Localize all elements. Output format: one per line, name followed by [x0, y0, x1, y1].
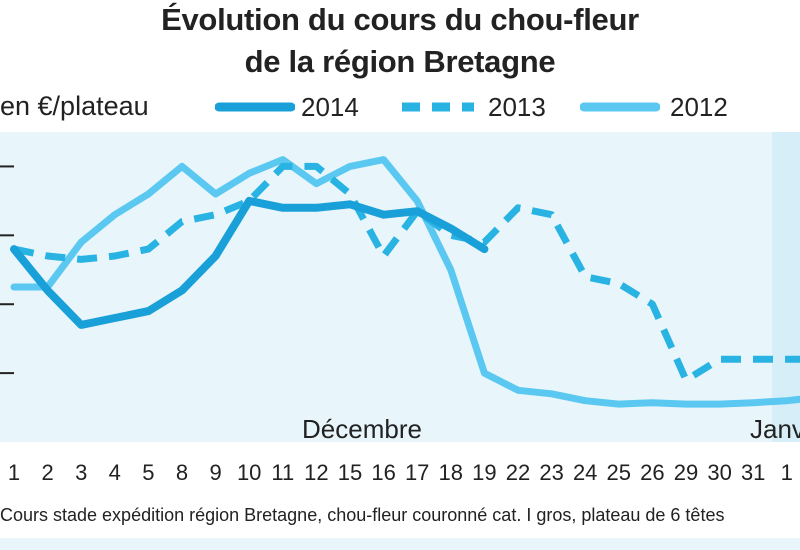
- legend-swatch-2012: [579, 102, 661, 112]
- x-tick-label: 30: [707, 460, 732, 485]
- x-tick-label: 29: [673, 460, 699, 485]
- x-tick-label: 19: [472, 460, 497, 485]
- series-line-2014: [10, 196, 489, 329]
- legend-label-2012: 2012: [670, 92, 728, 122]
- legend-item-2012: 2012: [579, 92, 728, 122]
- x-tick-label: 23: [539, 460, 564, 485]
- january-shade: [772, 132, 800, 442]
- legend-label-2014: 2014: [301, 92, 359, 122]
- x-tick-label: 5: [142, 460, 155, 485]
- x-tick-label: 1: [780, 460, 793, 485]
- x-tick-label: 22: [505, 460, 531, 485]
- chart-plot-area: [0, 132, 800, 442]
- series-line-2013: [13, 162, 800, 384]
- chart-footnote: Cours stade expédition région Bretagne, …: [0, 505, 725, 525]
- bottom-band: [0, 538, 800, 550]
- x-tick-label: 11: [271, 460, 295, 485]
- x-tick-label: 18: [438, 460, 464, 485]
- legend-swatch-2013: [402, 102, 474, 112]
- series-line-2012: [10, 156, 800, 408]
- x-tick-label: 4: [108, 460, 121, 485]
- month-label-december: Décembre: [302, 414, 422, 444]
- x-tick-label: 2: [41, 460, 54, 485]
- y-axis-unit-label: en €/plateau: [0, 91, 149, 121]
- chart-title-line-2: de la région Bretagne: [244, 44, 556, 79]
- x-tick-label: 1: [7, 460, 21, 485]
- x-tick-label: 3: [75, 460, 88, 485]
- x-tick-label: 8: [175, 460, 189, 485]
- legend-label-2013: 2013: [488, 92, 546, 122]
- x-tick-label: 31: [740, 460, 766, 485]
- x-tick-label: 9: [209, 460, 222, 485]
- x-tick-label: 10: [236, 460, 262, 485]
- x-tick-label: 16: [371, 460, 396, 485]
- month-label-january: Janv: [750, 414, 800, 444]
- legend-swatch-2014: [214, 102, 296, 112]
- x-tick-label: 24: [572, 460, 598, 485]
- x-tick-label: 15: [337, 460, 363, 485]
- legend-item-2013: 2013: [398, 92, 546, 122]
- legend-item-2014: 2014: [214, 92, 359, 122]
- x-tick-label: 17: [404, 460, 430, 485]
- x-tick-label: 25: [606, 460, 632, 485]
- x-tick-label: 26: [640, 460, 665, 485]
- x-tick-label: 12: [304, 460, 329, 485]
- chart-title-line-1: Évolution du cours du chou-fleur: [161, 2, 639, 37]
